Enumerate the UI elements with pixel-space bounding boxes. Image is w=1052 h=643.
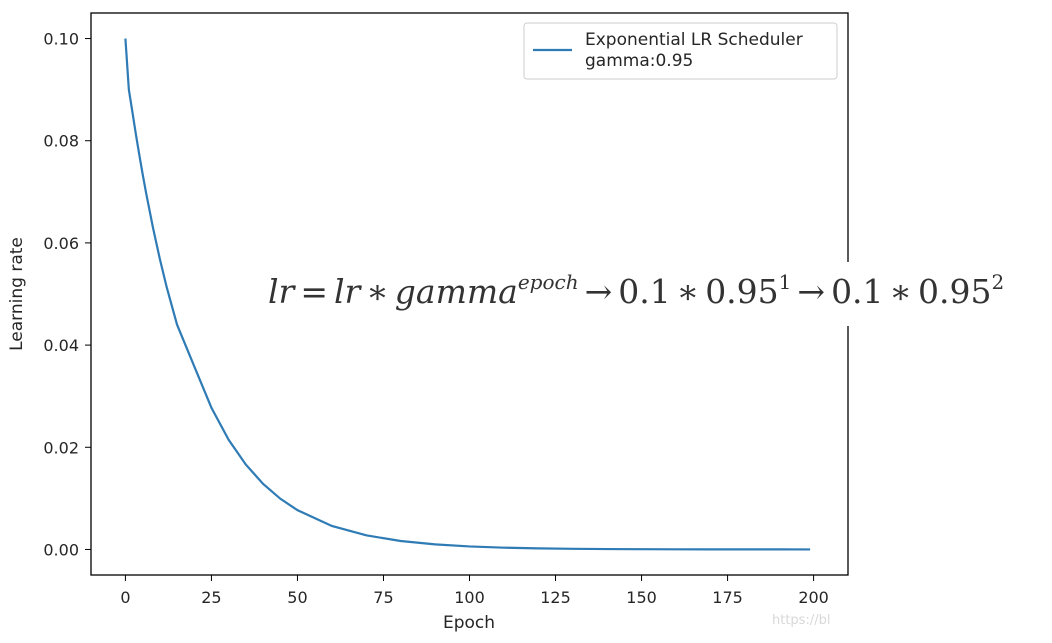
formula-equals: =	[300, 272, 328, 311]
y-tick-label: 0.06	[43, 234, 79, 253]
legend-label: Exponential LR Scheduler gamma:0.95	[585, 30, 803, 71]
formula-step1-base: 0.95	[705, 272, 779, 311]
formula-step2-exp: 2	[991, 270, 1005, 294]
formula-step2-coeff: 0.1	[831, 272, 884, 311]
formula-lhs: lr	[268, 272, 295, 311]
x-tick-label: 25	[201, 588, 221, 607]
formula-exp: epoch	[517, 270, 579, 294]
formula-mul-3: ∗	[889, 272, 912, 311]
x-tick-label: 125	[540, 588, 571, 607]
y-axis-label: Learning rate	[7, 237, 27, 351]
y-tick-label: 0.08	[43, 132, 79, 151]
formula-arrow-2: →	[797, 272, 826, 311]
y-tick-label: 0.04	[43, 336, 79, 355]
formula-step1-exp: 1	[778, 270, 792, 294]
y-tick-label: 0.10	[43, 30, 79, 49]
x-tick-label: 75	[373, 588, 393, 607]
y-axis-ticks: 0.00 0.02 0.04 0.06 0.08 0.10	[43, 30, 91, 559]
x-axis-label: Epoch	[443, 613, 495, 633]
legend-label-line: gamma:0.95	[585, 51, 693, 71]
x-tick-label: 175	[712, 588, 743, 607]
x-tick-label: 0	[120, 588, 130, 607]
formula-mul-2: ∗	[676, 272, 700, 311]
formula-step1-coeff: 0.1	[618, 272, 671, 311]
watermark: https://bl	[772, 613, 831, 628]
x-tick-label: 150	[626, 588, 657, 607]
legend-label-line: Exponential LR Scheduler	[585, 30, 803, 50]
formula-rhs-var: lr	[334, 272, 361, 311]
formula-mul-1: ∗	[366, 272, 389, 311]
y-tick-label: 0.02	[43, 438, 79, 457]
formula-arrow-1: →	[584, 272, 613, 311]
formula-annotation: lr = lr ∗ gammaepoch → 0.1 ∗ 0.951 → 0.1 ∗ 0.952	[268, 268, 1004, 320]
x-tick-label: 200	[798, 588, 829, 607]
legend-box	[523, 22, 838, 80]
formula-background	[255, 262, 1052, 326]
formula-base: gamma	[394, 272, 518, 311]
series-line-exponential-lr	[124, 38, 811, 551]
y-tick-label: 0.00	[43, 540, 79, 559]
legend: Exponential LR Scheduler gamma:0.95	[523, 22, 838, 80]
x-tick-label: 100	[454, 588, 485, 607]
formula-step2-base: 0.95	[917, 272, 992, 311]
x-axis-ticks: 0 25 50 75 100 125 150 175 200	[120, 575, 829, 607]
x-tick-label: 50	[287, 588, 307, 607]
